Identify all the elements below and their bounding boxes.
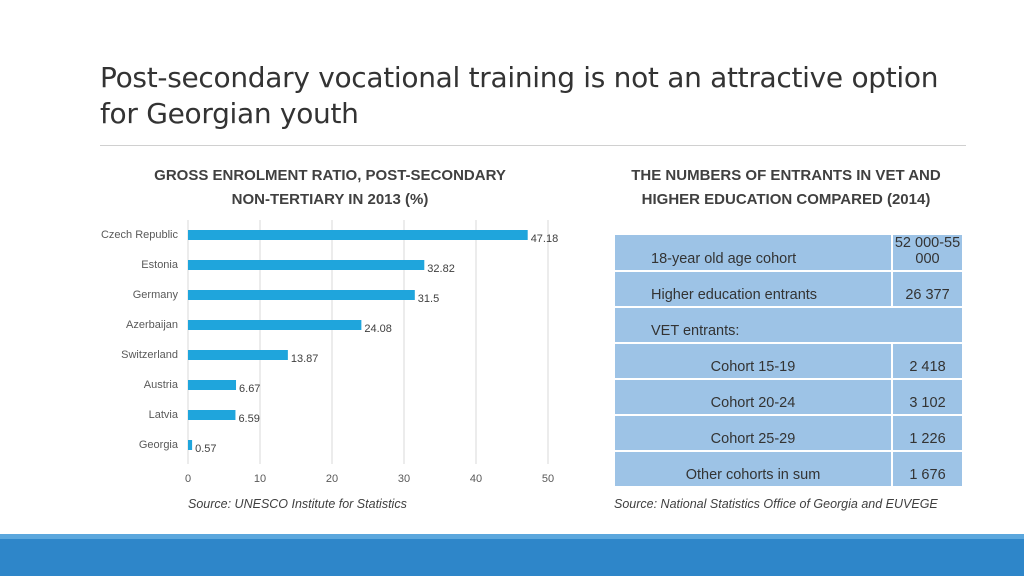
row-value: 26 377 [891, 270, 964, 308]
table-row: Cohort 15-19 2 418 [613, 342, 964, 380]
category-label: Azerbaijan [126, 319, 178, 331]
row-label: Cohort 20-24 [613, 378, 893, 416]
x-tick-label: 40 [470, 473, 482, 485]
table-source: Source: National Statistics Office of Ge… [614, 497, 938, 511]
bar-chart: 0 10 20 30 40 50 Czech Republic 47.18 Estonia 32.… [80, 220, 580, 495]
data-label: 31.5 [418, 293, 439, 305]
bar [188, 440, 193, 450]
bar [188, 380, 237, 390]
category-label: Austria [144, 379, 179, 391]
data-label: 13.87 [291, 353, 319, 365]
row-value: 1 226 [891, 414, 964, 452]
row-value: 3 102 [891, 378, 964, 416]
category-label: Georgia [139, 439, 179, 451]
row-label: Cohort 25-29 [613, 414, 893, 452]
bar [188, 260, 425, 270]
title-divider [100, 145, 966, 146]
row-value: 52 000-55 000 [891, 233, 964, 272]
x-tick-label: 50 [542, 473, 554, 485]
entrants-table: 18-year old age cohort 52 000-55 000 Hig… [613, 233, 964, 488]
category-label: Estonia [141, 259, 179, 271]
bar [188, 230, 528, 240]
table-row: Cohort 20-24 3 102 [613, 378, 964, 416]
row-label: VET entrants: [613, 306, 964, 344]
x-tick-label: 10 [254, 473, 266, 485]
row-value: 1 676 [891, 450, 964, 488]
table-row: Cohort 25-29 1 226 [613, 414, 964, 452]
row-label: Higher education entrants [613, 270, 893, 308]
data-label: 47.18 [531, 233, 559, 245]
x-tick-label: 30 [398, 473, 410, 485]
row-label: 18-year old age cohort [613, 233, 893, 272]
data-label: 0.57 [195, 443, 216, 455]
row-label: Cohort 15-19 [613, 342, 893, 380]
bar [188, 290, 415, 300]
data-label: 24.08 [364, 323, 392, 335]
slide-title: Post-secondary vocational training is no… [100, 61, 939, 130]
chart-title: GROSS ENROLMENT RATIO, POST-SECONDARY NO… [154, 167, 506, 208]
category-label: Czech Republic [101, 229, 179, 241]
bar [188, 320, 362, 330]
table-title: THE NUMBERS OF ENTRANTS IN VET AND HIGHE… [631, 167, 941, 208]
x-tick-label: 0 [185, 473, 191, 485]
table-row: VET entrants: [613, 306, 964, 344]
footer-band [0, 534, 1024, 576]
chart-source: Source: UNESCO Institute for Statistics [188, 497, 407, 511]
data-label: 6.67 [239, 383, 260, 395]
bar-chart-svg: 0 10 20 30 40 50 Czech Republic 47.18 Estonia 32.… [101, 220, 559, 485]
category-label: Switzerland [121, 349, 178, 361]
table-row: Other cohorts in sum 1 676 [613, 450, 964, 488]
bar [188, 350, 288, 360]
data-label: 6.59 [238, 413, 259, 425]
category-label: Germany [133, 289, 179, 301]
category-label: Latvia [149, 409, 179, 421]
row-label: Other cohorts in sum [613, 450, 893, 488]
bar [188, 410, 236, 420]
row-value: 2 418 [891, 342, 964, 380]
x-tick-label: 20 [326, 473, 338, 485]
table-row: Higher education entrants 26 377 [613, 270, 964, 308]
data-label: 32.82 [427, 263, 455, 275]
table-row: 18-year old age cohort 52 000-55 000 [613, 233, 964, 272]
